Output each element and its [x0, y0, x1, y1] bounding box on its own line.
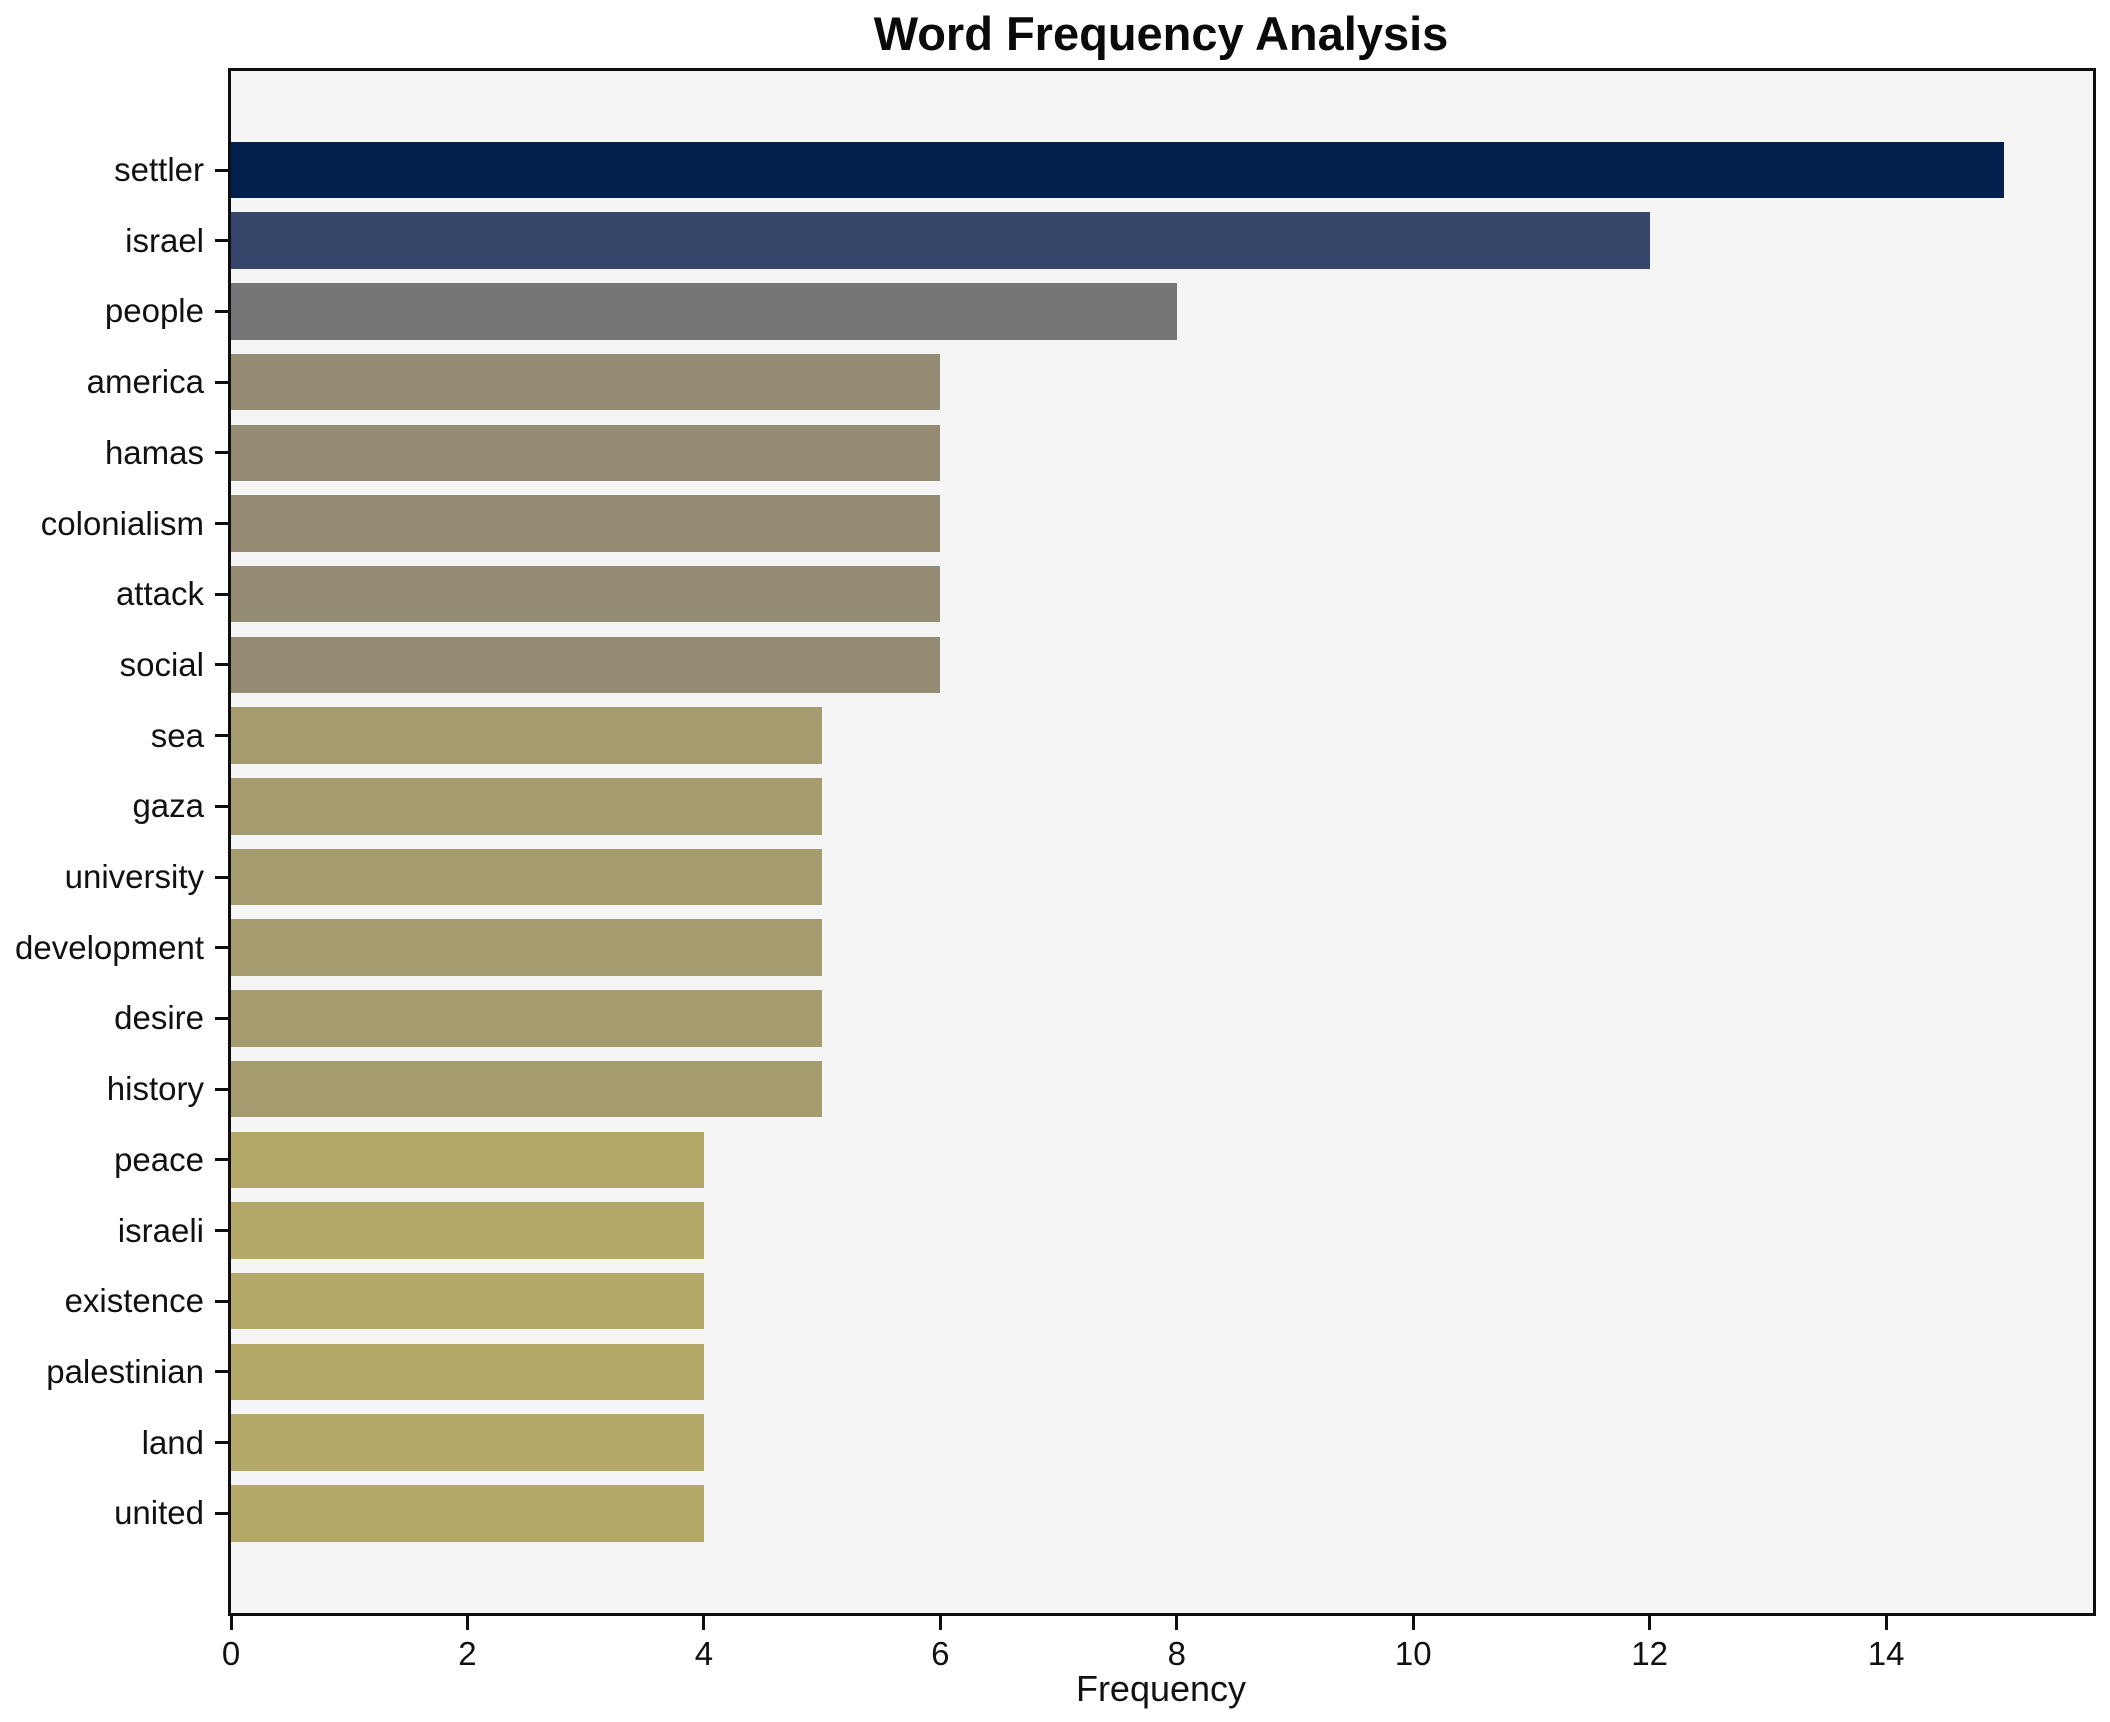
x-tick-label: 12	[1631, 1635, 1669, 1672]
bar	[231, 353, 941, 411]
y-tick-mark	[215, 663, 228, 667]
bar	[231, 1272, 704, 1330]
y-tick-mark	[215, 1158, 228, 1162]
bar	[231, 919, 823, 976]
x-tick-label: 6	[931, 1635, 950, 1672]
y-tick-mark	[215, 946, 228, 950]
y-tick-mark	[215, 1511, 228, 1515]
bar	[231, 1343, 704, 1401]
x-tick-mark	[702, 1616, 706, 1630]
x-tick-label: 10	[1394, 1635, 1432, 1672]
x-axis-title: Frequency	[1075, 1668, 1247, 1709]
y-tick-mark	[215, 1370, 228, 1374]
bar	[231, 990, 823, 1047]
y-tick-label: peace	[114, 1140, 204, 1178]
bar	[231, 1202, 704, 1259]
bar	[231, 778, 823, 835]
bar	[231, 636, 941, 694]
y-tick-mark	[215, 1299, 228, 1303]
x-tick-mark	[1884, 1616, 1888, 1630]
y-tick-mark	[215, 1229, 228, 1232]
y-tick-label: attack	[115, 575, 204, 613]
x-tick-label: 8	[1167, 1635, 1186, 1672]
x-tick-mark	[465, 1616, 469, 1630]
y-tick-mark	[215, 522, 228, 525]
bar	[231, 495, 941, 552]
x-tick-label: 2	[458, 1635, 477, 1672]
y-tick-label: palestinian	[46, 1352, 204, 1390]
y-tick-label: people	[104, 292, 204, 330]
x-tick-label: 0	[221, 1635, 241, 1672]
y-tick-mark	[215, 168, 228, 172]
y-tick-mark	[215, 309, 228, 313]
x-tick-mark	[1411, 1616, 1415, 1630]
y-tick-label: settler	[114, 151, 204, 188]
y-tick-label: colonialism	[40, 504, 204, 542]
y-tick-label: israeli	[117, 1211, 204, 1249]
y-tick-mark	[215, 1441, 228, 1445]
bar	[231, 141, 2005, 199]
y-tick-label: hamas	[104, 433, 204, 471]
x-tick-mark	[229, 1616, 233, 1630]
y-tick-mark	[215, 1087, 228, 1091]
y-tick-label: america	[86, 363, 204, 401]
x-tick-label: 4	[694, 1635, 714, 1672]
y-tick-label: israel	[125, 221, 204, 259]
plot-area	[228, 68, 2096, 1616]
bar	[231, 1131, 704, 1189]
y-tick-label: existence	[64, 1282, 204, 1320]
y-tick-mark	[215, 380, 228, 384]
bar	[231, 283, 1177, 340]
y-tick-label: land	[141, 1423, 204, 1461]
bar	[231, 565, 941, 623]
bar	[231, 707, 823, 764]
x-tick-mark	[938, 1616, 942, 1630]
bar	[231, 1060, 823, 1118]
y-tick-mark	[215, 875, 228, 879]
y-tick-mark	[215, 451, 228, 455]
y-tick-label: united	[114, 1494, 204, 1532]
y-tick-mark	[215, 592, 228, 596]
y-tick-label: social	[119, 645, 204, 683]
x-tick-mark	[1648, 1616, 1652, 1630]
bar	[231, 424, 941, 482]
bar	[231, 848, 823, 906]
y-tick-label: history	[106, 1070, 204, 1108]
y-tick-mark	[215, 734, 228, 738]
y-tick-mark	[215, 804, 228, 808]
y-tick-label: desire	[114, 999, 204, 1037]
bar	[231, 212, 1650, 269]
bar	[231, 1414, 704, 1471]
y-tick-mark	[215, 1016, 228, 1020]
y-tick-label: university	[64, 858, 204, 895]
y-tick-label: sea	[150, 716, 204, 754]
y-tick-mark	[215, 239, 228, 243]
x-tick-label: 14	[1867, 1635, 1905, 1672]
y-tick-label: gaza	[132, 787, 204, 825]
bar	[231, 1485, 704, 1542]
chart-title: Word Frequency Analysis	[873, 7, 1449, 60]
y-tick-label: development	[15, 928, 204, 966]
x-tick-mark	[1175, 1616, 1179, 1630]
